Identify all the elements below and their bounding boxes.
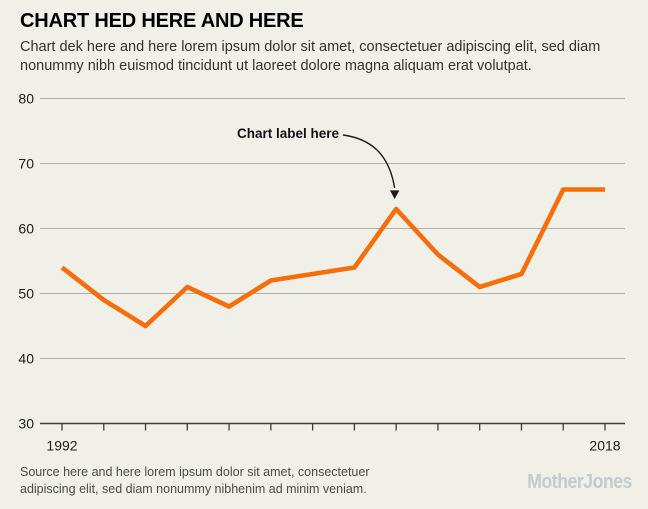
y-axis-label: 50	[18, 286, 34, 302]
annotation-label: Chart label here	[237, 126, 340, 141]
data-line	[60, 187, 605, 329]
chart-dek: Chart dek here and here lorem ipsum dolo…	[20, 39, 601, 74]
x-axis-label: 2018	[589, 438, 620, 454]
source-note: Source here and here lorem ipsum dolor s…	[20, 465, 370, 496]
y-axis-label: 80	[18, 91, 34, 107]
y-axis-label: 60	[18, 221, 34, 237]
motherjones-logo: MotherJones	[527, 471, 632, 493]
x-axis-label: 1992	[46, 438, 77, 454]
y-axis-label: 40	[18, 351, 34, 367]
annotation-arrow	[342, 134, 396, 189]
annotation-arrowhead	[389, 190, 400, 199]
y-axis-label: 70	[18, 156, 34, 172]
chart-title: CHART HED HERE AND HERE	[20, 10, 304, 32]
y-axis-label: 30	[18, 416, 34, 432]
